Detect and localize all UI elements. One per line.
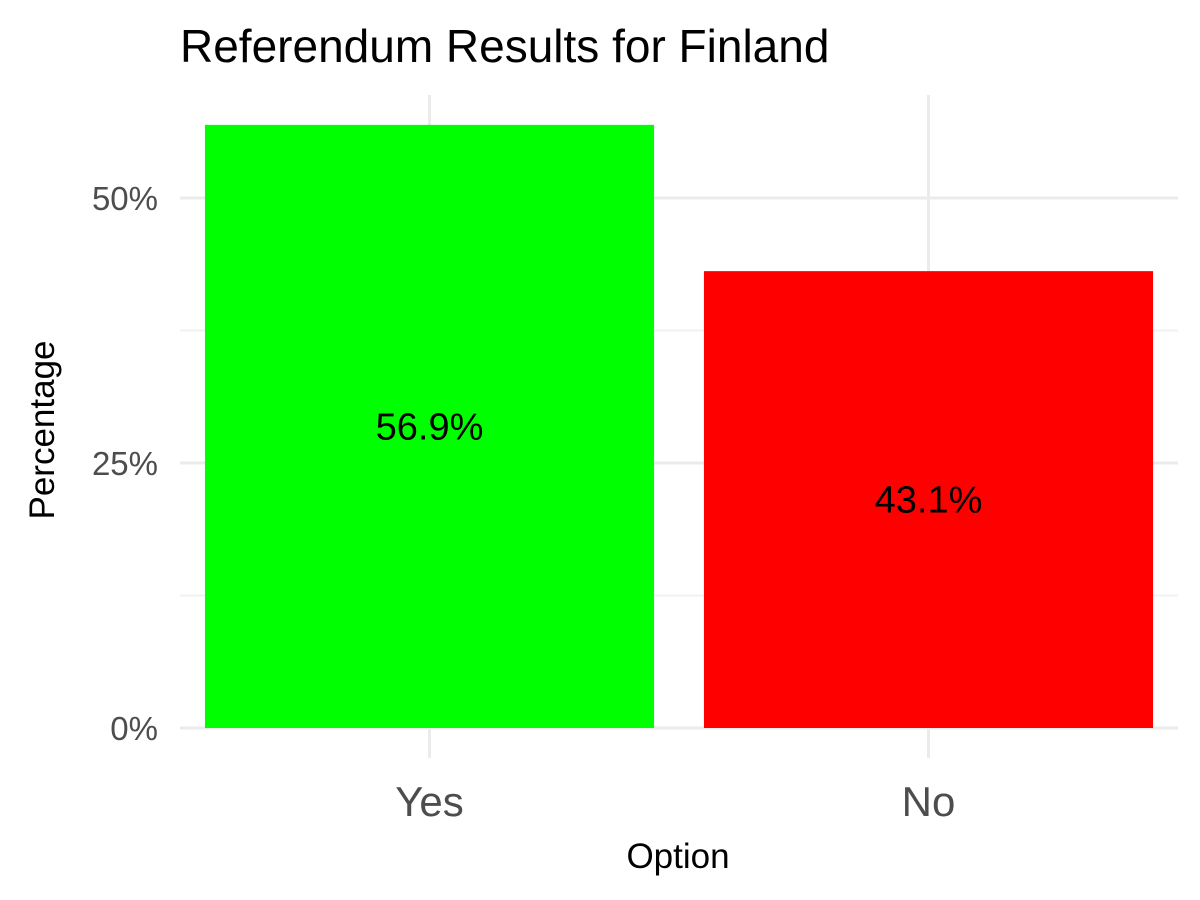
x-axis-ticks: Yes No [395,778,955,825]
y-tick-label: 0% [110,710,158,747]
bar-yes [204,124,655,729]
y-tick-label: 50% [92,180,158,217]
data-label-no: 43.1% [875,480,983,522]
x-axis-title: Option [626,837,729,876]
y-axis-title: Percentage [23,340,62,519]
x-tick-label: Yes [395,778,464,825]
y-tick-label: 25% [92,445,158,482]
chart-title: Referendum Results for Finland [180,20,829,72]
x-tick-label: No [902,778,956,825]
data-label-yes: 56.9% [376,406,484,448]
y-axis-ticks: 0% 25% 50% [92,180,158,747]
bars [204,124,1154,729]
bar-no [703,271,1154,728]
data-labels: 56.9% 43.1% [376,406,983,521]
